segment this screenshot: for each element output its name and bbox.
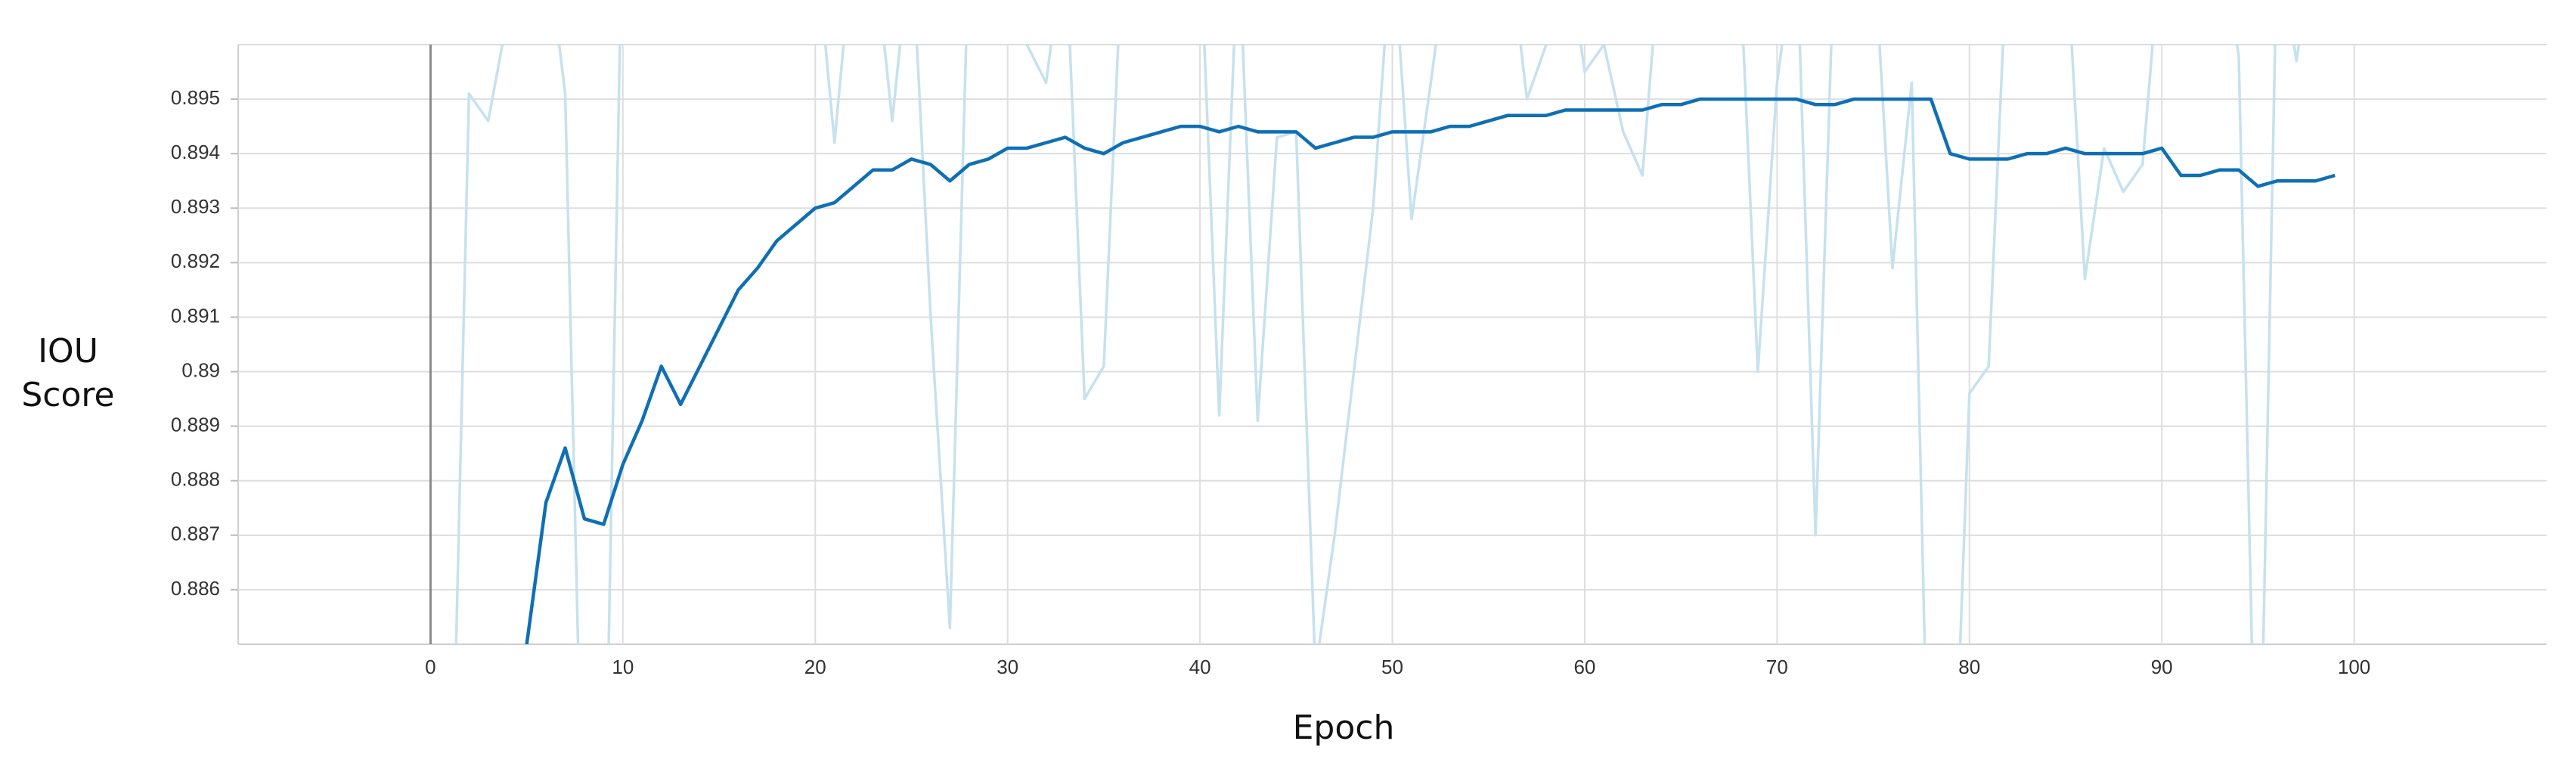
y-axis-title: IOU Score [21, 332, 115, 414]
y-tick-label: 0.893 [171, 195, 220, 218]
x-tick-label: 30 [997, 656, 1018, 678]
x-tick-label: 70 [1766, 656, 1788, 678]
y-tick-label: 0.888 [171, 468, 220, 491]
x-tick-label: 40 [1189, 656, 1211, 678]
x-axis-title: Epoch [1292, 709, 1395, 747]
y-tick-label: 0.894 [171, 141, 220, 163]
y-tick-label: 0.89 [181, 358, 220, 381]
x-tick-label: 100 [2338, 656, 2370, 678]
x-tick-label: 0 [425, 656, 436, 678]
y-tick-label: 0.887 [171, 522, 220, 545]
tick-labels: 0.886 0.887 0.888 0.889 0.89 0.891 0.892 0.893 0… [171, 86, 2370, 678]
x-tick-label: 80 [1958, 656, 1980, 678]
y-tick-label: 0.889 [171, 414, 220, 436]
y-tick-label: 0.891 [171, 304, 220, 327]
x-tick-label: 20 [804, 656, 826, 678]
y-tick-label: 0.892 [171, 250, 220, 272]
y-tick-label: 0.895 [171, 86, 220, 109]
grid [231, 44, 2547, 645]
x-tick-label: 60 [1573, 656, 1595, 678]
y-tick-label: 0.886 [171, 577, 220, 600]
x-tick-label: 50 [1381, 656, 1403, 678]
series-line [525, 97, 2336, 644]
plot-area [454, 45, 2336, 644]
x-tick-label: 90 [2151, 656, 2173, 678]
x-tick-label: 10 [612, 656, 634, 678]
